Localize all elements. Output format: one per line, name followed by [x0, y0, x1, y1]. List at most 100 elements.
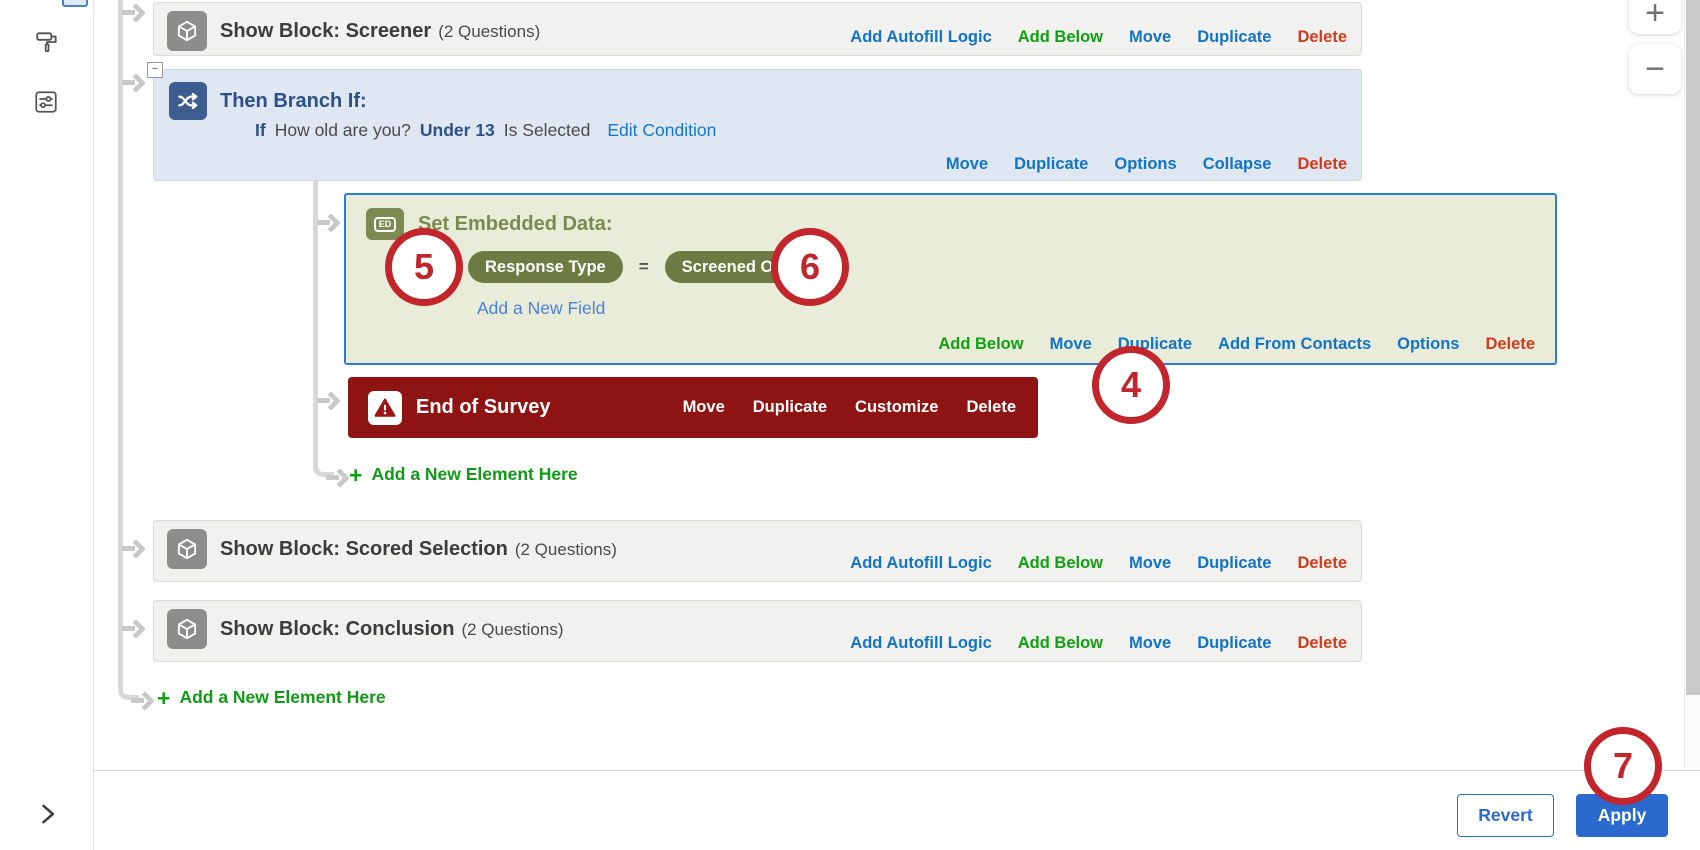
paint-roller-icon[interactable]	[34, 29, 60, 55]
plus-icon: +	[349, 461, 363, 488]
move-link[interactable]: Move	[1129, 554, 1172, 572]
block-conclusion[interactable]: Show Block: Conclusion (2 Questions) Add …	[153, 600, 1362, 662]
scrollbar-thumb[interactable]	[1686, 0, 1700, 695]
zoom-out-button[interactable]: −	[1629, 44, 1681, 94]
flow-arrow	[317, 212, 341, 232]
move-link[interactable]: Move	[1129, 28, 1172, 46]
duplicate-link[interactable]: Duplicate	[1197, 554, 1272, 572]
options-link[interactable]: Options	[1114, 155, 1177, 173]
vertical-scrollbar[interactable]	[1684, 0, 1700, 768]
block-title: Show Block: Conclusion (2 Questions)	[220, 609, 564, 649]
add-below-link[interactable]: Add Below	[1017, 634, 1103, 652]
add-new-element-link[interactable]: + Add a New Element Here	[157, 684, 386, 711]
field-name-pill[interactable]: Response Type	[468, 251, 623, 283]
ed-icon-label: ED	[373, 216, 397, 232]
block-title-text: Show Block: Scored Selection	[220, 538, 508, 560]
duplicate-link[interactable]: Duplicate	[1197, 634, 1272, 652]
add-below-link[interactable]: Add Below	[1017, 28, 1103, 46]
add-element-label: Add a New Element Here	[179, 687, 386, 707]
branch-icon	[169, 82, 207, 120]
delete-link[interactable]: Delete	[1485, 335, 1535, 353]
block-actions: Add Autofill Logic Add Below Move Duplic…	[850, 28, 1347, 47]
add-element-label: Add a New Element Here	[371, 464, 578, 484]
block-cube-icon	[167, 609, 207, 649]
block-actions: Add Autofill Logic Add Below Move Duplic…	[850, 634, 1347, 653]
branch-title: Then Branch If:	[220, 90, 367, 112]
delete-link[interactable]: Delete	[966, 398, 1016, 416]
left-toolbar	[0, 0, 94, 850]
warning-triangle-icon	[368, 390, 402, 425]
duplicate-link[interactable]: Duplicate	[1197, 28, 1272, 46]
question-count: (2 Questions)	[514, 540, 617, 559]
block-title: Show Block: Screener (2 Questions)	[220, 11, 540, 51]
add-new-element-link[interactable]: + Add a New Element Here	[349, 461, 578, 488]
sidebar-collapse-chevron[interactable]	[33, 800, 61, 828]
embedded-data-actions: Add Below Move Duplicate Add From Contac…	[938, 335, 1535, 354]
delete-link[interactable]: Delete	[1297, 28, 1347, 46]
flow-arrow	[122, 538, 146, 558]
move-link[interactable]: Move	[1129, 634, 1172, 652]
duplicate-link[interactable]: Duplicate	[752, 398, 828, 416]
flow-arrow	[122, 72, 146, 92]
delete-link[interactable]: Delete	[1297, 634, 1347, 652]
revert-button[interactable]: Revert	[1457, 794, 1554, 837]
block-title-text: Show Block: Conclusion	[220, 618, 455, 640]
delete-link[interactable]: Delete	[1297, 155, 1347, 173]
end-of-survey-element[interactable]: End of Survey Move Duplicate Customize D…	[348, 377, 1038, 438]
flow-arrow	[317, 390, 341, 410]
end-of-survey-title: End of Survey	[416, 396, 551, 418]
annotation-step-4: 4	[1092, 346, 1170, 424]
add-below-link[interactable]: Add Below	[1017, 554, 1103, 572]
flow-arrow	[122, 618, 146, 638]
branch-element[interactable]: − Then Branch If: If How old are you? Un…	[147, 62, 1362, 181]
flow-settings-icon[interactable]	[33, 89, 59, 115]
add-below-link[interactable]: Add Below	[938, 335, 1024, 353]
options-link[interactable]: Options	[1397, 335, 1460, 353]
block-cube-icon	[167, 529, 207, 569]
branch-actions: Move Duplicate Options Collapse Delete	[946, 155, 1347, 174]
branch-flow-elbow	[313, 434, 334, 477]
annotation-step-5: 5	[385, 228, 463, 306]
embedded-data-icon: ED	[366, 208, 404, 240]
flow-arrow	[326, 467, 350, 487]
main-flow-elbow	[118, 652, 139, 700]
add-autofill-logic-link[interactable]: Add Autofill Logic	[850, 554, 992, 572]
annotation-step-7: 7	[1584, 727, 1662, 805]
annotation-step-6: 6	[771, 228, 849, 306]
block-scored-selection[interactable]: Show Block: Scored Selection (2 Questions…	[153, 520, 1362, 582]
add-autofill-logic-link[interactable]: Add Autofill Logic	[850, 28, 992, 46]
flow-arrow	[122, 2, 146, 22]
end-of-survey-actions: Move Duplicate Customize Delete	[683, 398, 1016, 417]
embedded-data-title: Set Embedded Data:	[418, 213, 613, 235]
condition-if-label: If	[255, 119, 266, 140]
block-cube-icon	[167, 11, 207, 51]
add-new-field-link[interactable]: Add a New Field	[477, 298, 606, 318]
branch-collapse-toggle[interactable]: −	[147, 62, 163, 78]
zoom-in-button[interactable]: +	[1629, 0, 1681, 34]
branch-condition: If How old are you? Under 13 Is Selected…	[255, 117, 716, 143]
partial-toolbar-button[interactable]	[62, 0, 88, 7]
collapse-link[interactable]: Collapse	[1202, 155, 1272, 173]
block-screener[interactable]: Show Block: Screener (2 Questions) Add Au…	[153, 2, 1362, 56]
embedded-data-element[interactable]: ED Set Embedded Data: Response Type = Sc…	[344, 193, 1557, 365]
plus-icon: +	[157, 684, 171, 711]
move-link[interactable]: Move	[945, 155, 989, 173]
block-title: Show Block: Scored Selection (2 Questions…	[220, 529, 617, 569]
embedded-data-fields: Response Type = Screened Out	[468, 251, 806, 283]
equals-sign: =	[638, 257, 649, 276]
condition-answer: Under 13	[419, 119, 495, 140]
customize-link[interactable]: Customize	[855, 398, 939, 416]
footer-divider	[93, 770, 1700, 771]
duplicate-link[interactable]: Duplicate	[1014, 155, 1089, 173]
add-from-contacts-link[interactable]: Add From Contacts	[1218, 335, 1372, 353]
question-count: (2 Questions)	[438, 22, 541, 41]
edit-condition-link[interactable]: Edit Condition	[607, 119, 717, 140]
flow-arrow	[131, 690, 155, 710]
block-title-text: Show Block: Screener	[220, 20, 432, 42]
block-actions: Add Autofill Logic Add Below Move Duplic…	[850, 554, 1347, 573]
move-link[interactable]: Move	[1049, 335, 1092, 353]
delete-link[interactable]: Delete	[1297, 554, 1347, 572]
move-link[interactable]: Move	[682, 398, 725, 416]
add-autofill-logic-link[interactable]: Add Autofill Logic	[850, 634, 992, 652]
